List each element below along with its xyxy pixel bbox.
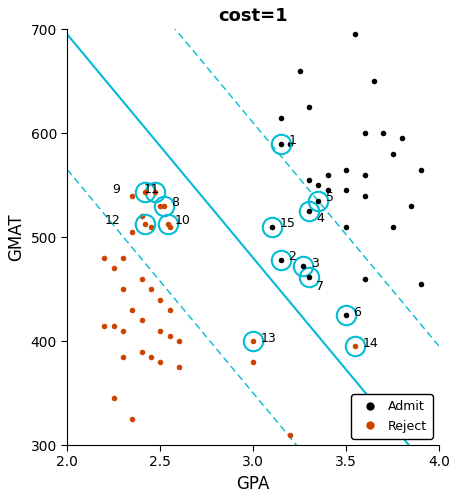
- Text: 5: 5: [326, 191, 334, 204]
- Text: 9: 9: [112, 183, 120, 196]
- Text: 15: 15: [279, 217, 295, 230]
- Text: 13: 13: [260, 332, 276, 344]
- Text: 6: 6: [354, 306, 361, 318]
- Title: cost=1: cost=1: [218, 7, 288, 25]
- Text: 1: 1: [288, 134, 297, 147]
- Text: 14: 14: [363, 336, 379, 349]
- Text: 7: 7: [316, 280, 324, 292]
- Y-axis label: GMAT: GMAT: [7, 214, 25, 261]
- Text: 3: 3: [311, 256, 319, 270]
- X-axis label: GPA: GPA: [237, 475, 270, 493]
- Legend: Admit, Reject: Admit, Reject: [351, 394, 433, 439]
- Text: 8: 8: [171, 196, 180, 209]
- Text: 10: 10: [175, 214, 191, 227]
- Text: 12: 12: [105, 214, 120, 227]
- Text: 4: 4: [316, 212, 324, 225]
- Text: 11: 11: [143, 183, 159, 196]
- Text: 2: 2: [288, 250, 297, 264]
